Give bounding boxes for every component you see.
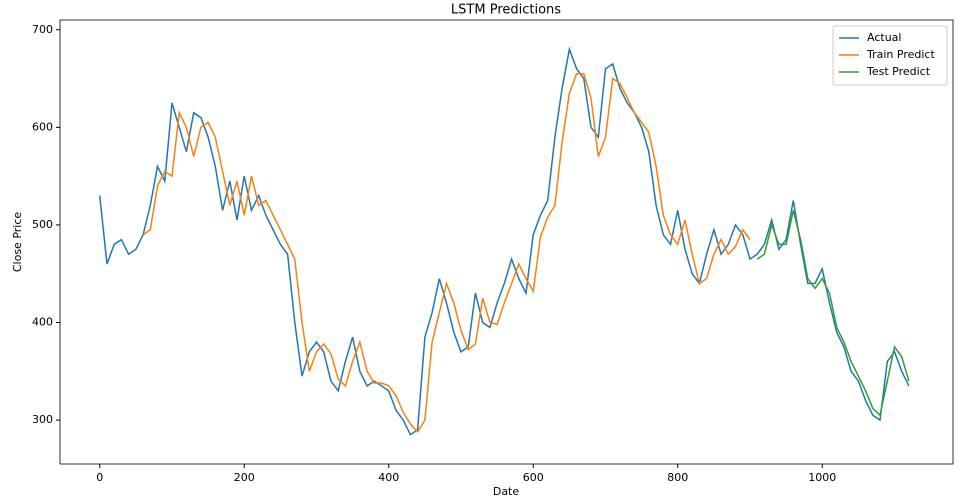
x-tick-label: 400: [378, 471, 399, 484]
series-line: [98, 46, 910, 436]
y-tick-label: 300: [32, 413, 53, 426]
legend-label: Actual: [867, 31, 901, 44]
plot-frame: [59, 19, 954, 465]
x-tick-label: 800: [667, 471, 688, 484]
y-tick-label: 400: [32, 316, 53, 329]
series-line: [756, 210, 910, 417]
x-axis-label: Date: [493, 485, 520, 498]
x-tick-label: 600: [523, 471, 544, 484]
y-tick-label: 600: [32, 120, 53, 133]
chart-title: LSTM Predictions: [451, 3, 561, 18]
legend-label: Train Predict: [866, 48, 935, 61]
x-tick-label: 200: [234, 471, 255, 484]
x-tick-label: 0: [96, 471, 103, 484]
y-axis-label: Close Price: [11, 212, 24, 273]
y-tick-label: 500: [32, 218, 53, 231]
y-tick-label: 700: [32, 23, 53, 36]
x-tick-label: 1000: [808, 471, 836, 484]
legend-label: Test Predict: [866, 65, 931, 78]
legend-box: [832, 25, 948, 86]
series-line: [142, 72, 751, 434]
